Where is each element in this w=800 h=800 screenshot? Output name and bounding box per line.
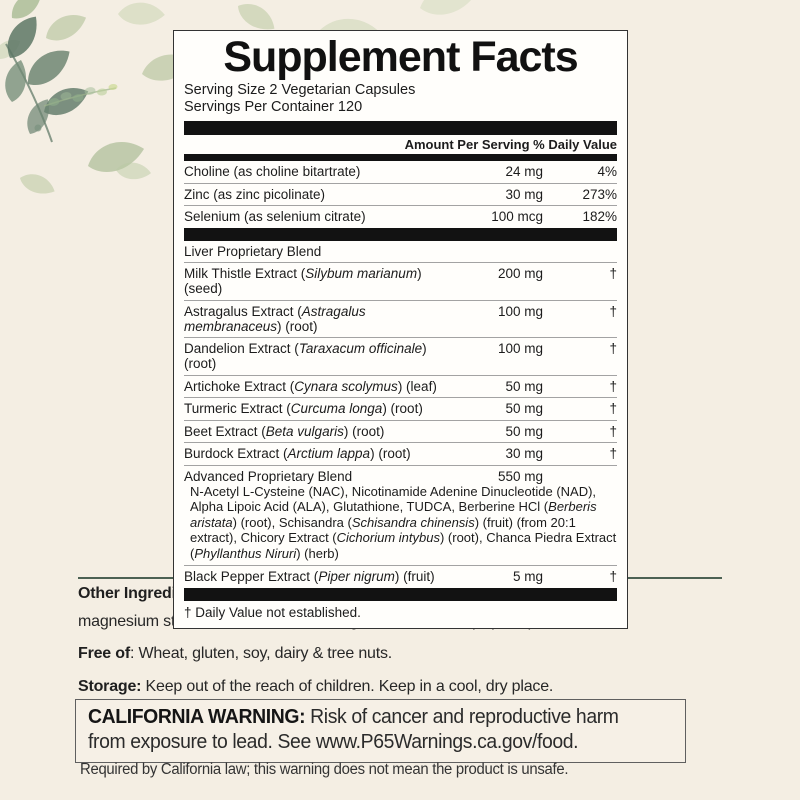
advanced-blend-title-row: Advanced Proprietary Blend 550 mg: [184, 464, 617, 484]
free-of-text: Free of: Wheat, gluten, soy, dairy & tre…: [78, 645, 393, 662]
nutrient-row-selenium: Selenium (as selenium citrate) 100 mcg 1…: [184, 205, 617, 228]
nutrient-row-choline: Choline (as choline bitartrate) 24 mg 4%: [184, 164, 617, 179]
california-warning-box: CALIFORNIA WARNING: Risk of cancer and r…: [75, 699, 686, 763]
dagger: †: [609, 569, 617, 585]
storage-text: Storage: Keep out of the reach of childr…: [78, 678, 554, 695]
dagger: †: [609, 341, 617, 356]
panel-title: Supplement Facts: [223, 33, 578, 81]
dagger: †: [609, 303, 617, 319]
divider-bar-blend: [184, 227, 617, 241]
supplement-facts-panel: Supplement Facts Serving Size 2 Vegetari…: [173, 30, 628, 629]
daily-value-header: % Daily Value: [533, 137, 617, 152]
servings-per-container: Servings Per Container 120: [184, 99, 363, 115]
serving-size: Serving Size 2 Vegetarian Capsules: [184, 82, 416, 98]
daily-value-footnote: † Daily Value not established.: [184, 604, 361, 620]
blend-row-beet: Beet Extract (Beta vulgaris) (root) 50 m…: [184, 419, 617, 443]
blend-row-burdock: Burdock Extract (Arctium lappa) (root) 3…: [184, 442, 617, 465]
liver-blend-title-row: Liver Proprietary Blend: [184, 243, 322, 259]
divider-bar-bottom: [184, 587, 617, 601]
divider-bar-top: [184, 121, 617, 135]
blend-row-turmeric: Turmeric Extract (Curcuma longa) (root) …: [184, 397, 617, 420]
divider-bar-header: [184, 154, 617, 161]
blend-row-black-pepper: Black Pepper Extract (Piper nigrum) (fru…: [184, 565, 617, 588]
blend-row-dandelion: Dandelion Extract (Taraxacum officinale)…: [184, 337, 617, 375]
dagger: †: [609, 401, 617, 416]
blend-row-milk-thistle: Milk Thistle Extract (Silybum marianum) …: [184, 262, 617, 300]
california-warning-text: CALIFORNIA WARNING: Risk of cancer and r…: [88, 706, 619, 753]
dagger: †: [609, 423, 617, 439]
column-header: Amount Per Serving % Daily Value: [184, 135, 617, 154]
blend-row-astragalus: Astragalus Extract (Astragalus membranac…: [184, 299, 617, 338]
california-warning-note: Required by California law; this warning…: [80, 761, 569, 778]
nutrient-row-zinc: Zinc (as zinc picolinate) 30 mg 273%: [184, 182, 617, 206]
leaves-top-left: [0, 0, 480, 200]
dagger: †: [609, 266, 617, 281]
dagger: †: [609, 378, 617, 394]
blend-row-artichoke: Artichoke Extract (Cynara scolymus) (lea…: [184, 374, 617, 398]
advanced-blend-ingredients: N-Acetyl L-Cysteine (NAC), Nicotinamide …: [190, 483, 617, 561]
amount-per-serving-header: Amount Per Serving: [404, 137, 530, 152]
dagger: †: [609, 446, 617, 461]
